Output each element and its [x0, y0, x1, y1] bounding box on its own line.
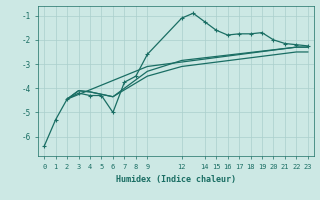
X-axis label: Humidex (Indice chaleur): Humidex (Indice chaleur) [116, 175, 236, 184]
